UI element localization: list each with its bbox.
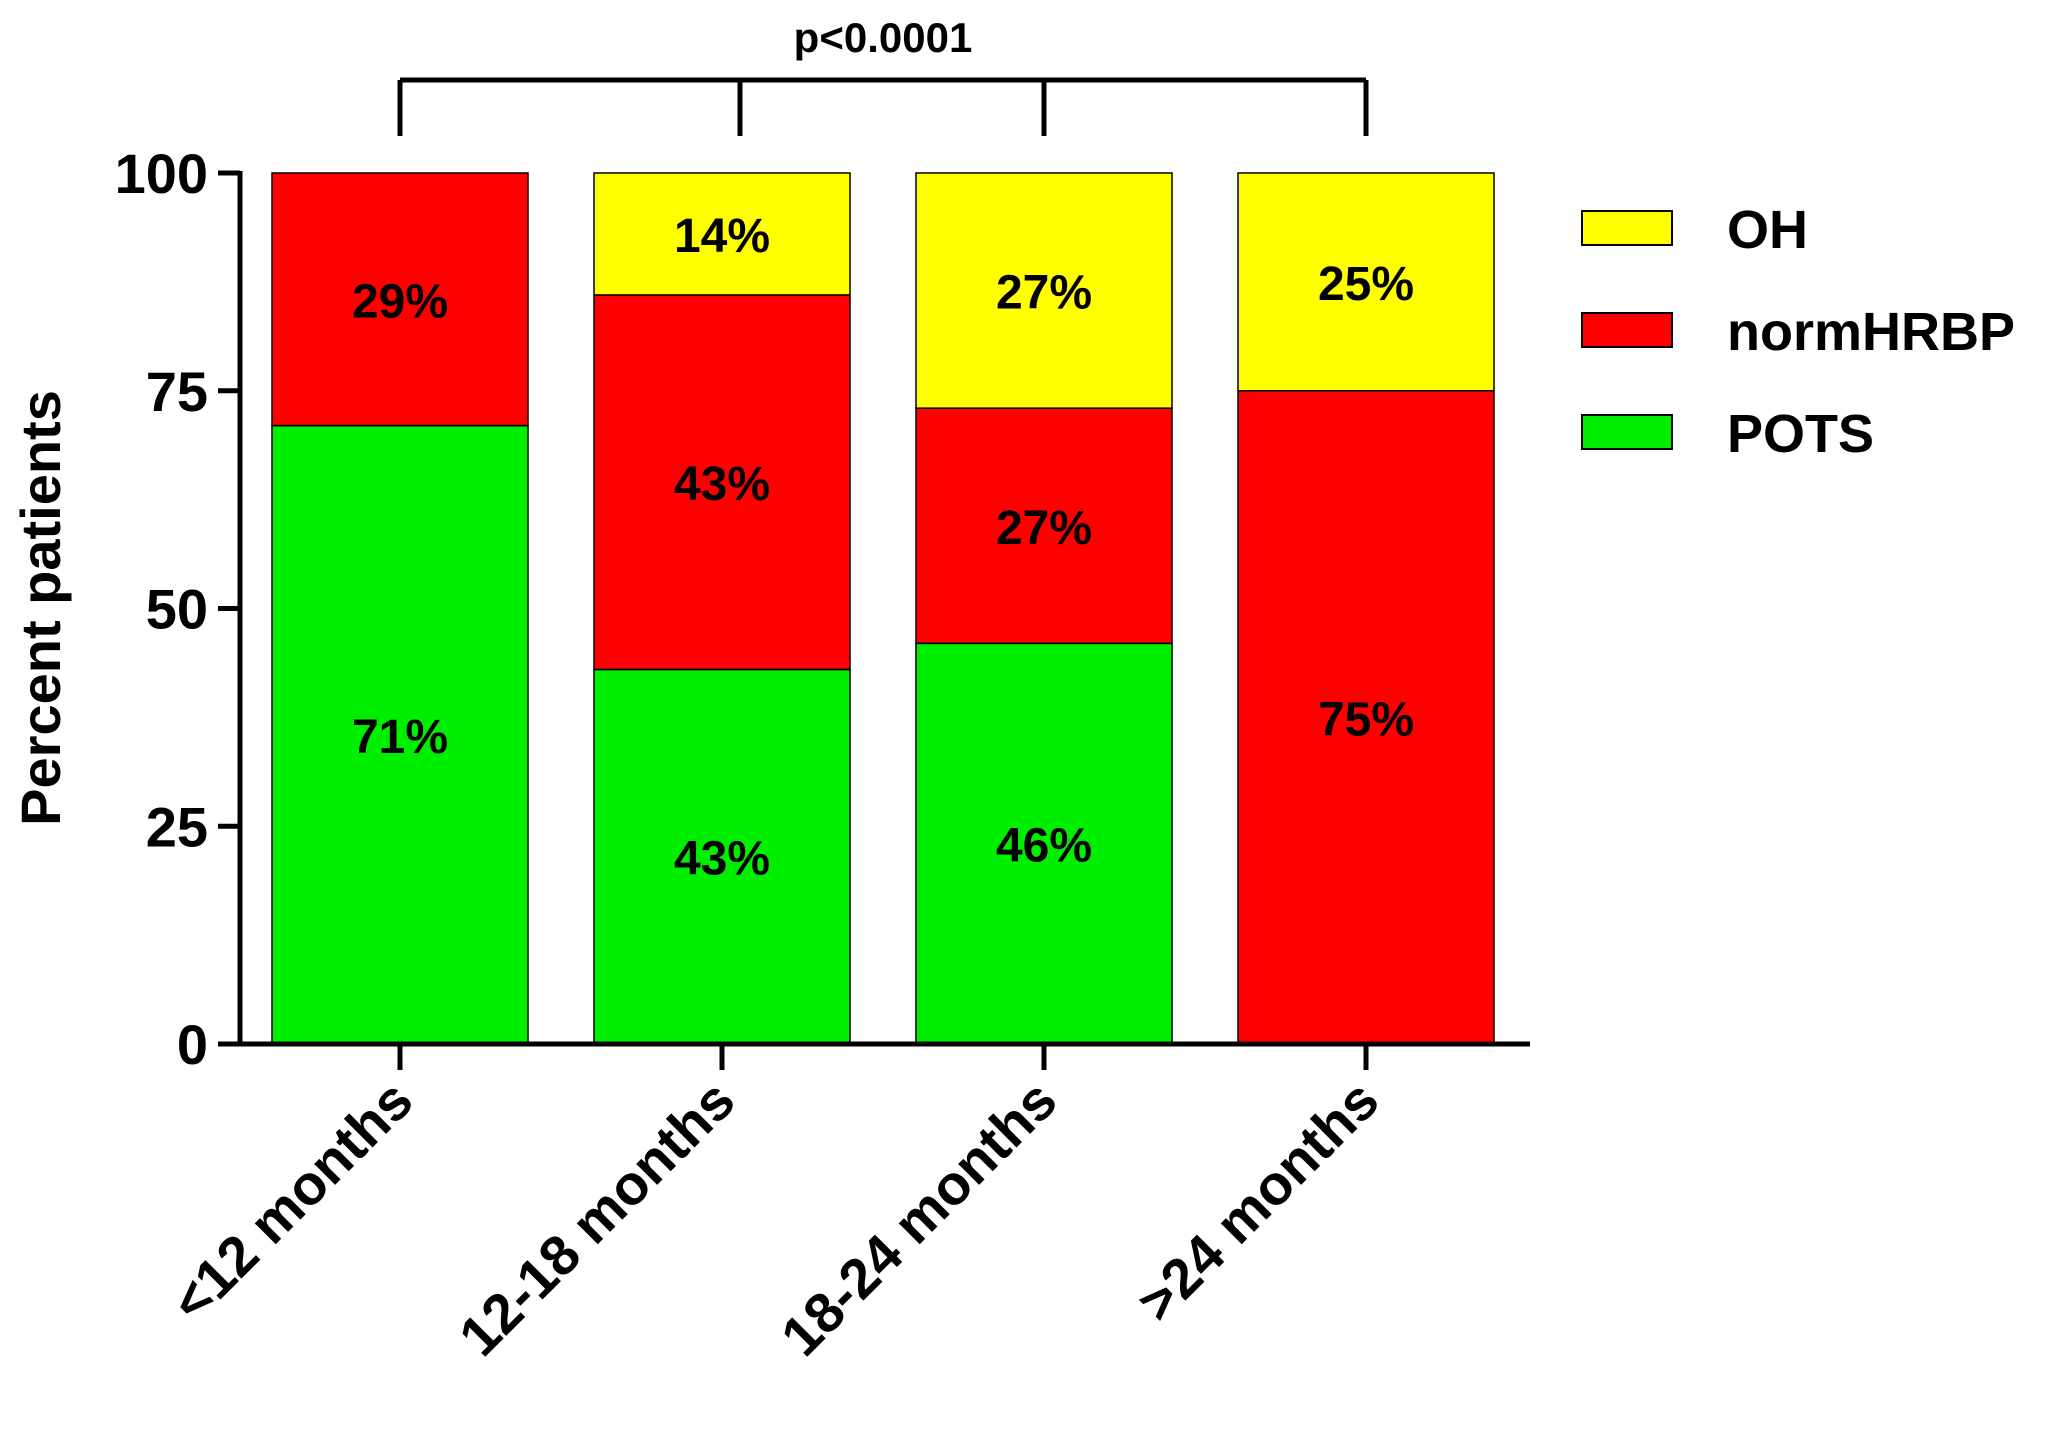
data-label-pots-lt-12-months: 71% (352, 711, 448, 764)
segment-labels-layer: 71% 29% 43% 43% 14% 46% 27% 27% 75% 25% (352, 210, 1414, 886)
data-label-normhrbp-12-18-months: 43% (674, 458, 770, 511)
y-tick-label-75: 75 (146, 360, 208, 423)
x-tick-label-18-24-months: 18-24 months (769, 1068, 1069, 1368)
data-label-normhrbp-gt-24-months: 75% (1318, 693, 1414, 746)
bar-normhrbp-12-18-months (593, 294, 851, 671)
bar-oh-gt-24-months (1237, 172, 1495, 392)
y-tick-label-50: 50 (146, 578, 208, 641)
p-value-annotation: p<0.0001 (794, 14, 973, 61)
legend-label-oh: OH (1727, 200, 1808, 260)
bar-oh-12-18-months (593, 172, 851, 296)
data-label-oh-gt-24-months: 25% (1318, 258, 1414, 311)
legend: OH normHRBP POTS (1581, 200, 2015, 464)
data-label-pots-12-18-months: 43% (674, 833, 770, 886)
significance-bracket: p<0.0001 (397, 14, 1369, 136)
y-tick-label-100: 100 (115, 142, 208, 205)
data-label-oh-18-24-months: 27% (996, 267, 1092, 320)
y-tick-label-0: 0 (177, 1013, 208, 1076)
bar-normhrbp-lt-12-months (271, 172, 529, 427)
bar-normhrbp-18-24-months (915, 407, 1173, 645)
legend-label-normhrbp: normHRBP (1727, 302, 2015, 362)
data-label-normhrbp-lt-12-months: 29% (352, 275, 448, 328)
data-label-pots-18-24-months: 46% (996, 820, 1092, 873)
axes-layer: 0 25 50 75 100 (115, 142, 1530, 1076)
x-tick-label-12-18-months: 12-18 months (447, 1068, 747, 1368)
data-label-oh-12-18-months: 14% (674, 210, 770, 263)
legend-label-pots: POTS (1727, 404, 1874, 464)
bar-oh-18-24-months (915, 172, 1173, 409)
bars-layer (271, 172, 1495, 1045)
data-label-normhrbp-18-24-months: 27% (996, 502, 1092, 555)
y-axis-label: Percent patients (9, 390, 72, 826)
bar-pots-18-24-months (915, 642, 1173, 1045)
x-tick-label-lt-12-months: <12 months (159, 1068, 425, 1334)
legend-swatch-pots (1581, 414, 1673, 450)
y-tick-label-25: 25 (146, 795, 208, 858)
legend-swatch-normhrbp (1581, 312, 1673, 348)
x-tick-label-gt-24-months: >24 months (1125, 1068, 1391, 1334)
legend-swatch-oh (1581, 210, 1673, 246)
x-tick-labels-layer: <12 months 12-18 months 18-24 months >24 mo… (159, 1068, 1391, 1368)
bar-pots-lt-12-months (271, 424, 529, 1045)
